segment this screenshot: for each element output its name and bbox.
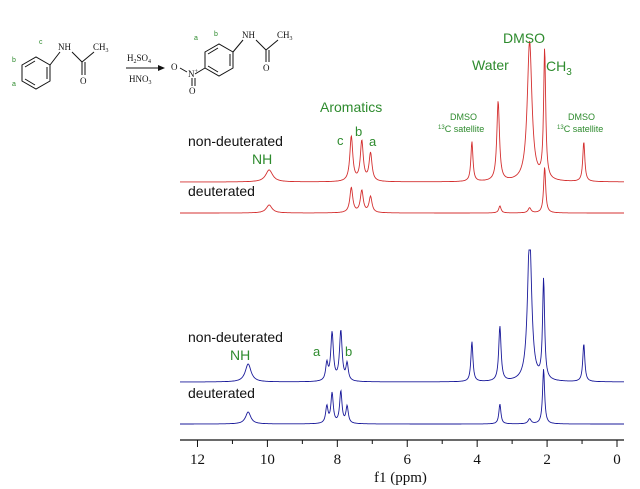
spectrum-acetanilide-deuterated	[180, 167, 624, 214]
reaction-arrow	[126, 65, 165, 71]
reagent-h2so4: H2SO4	[127, 53, 151, 65]
x-tick-label-12: 12	[190, 452, 205, 468]
top-peak-label-dmso-satellite-left: DMSO	[450, 112, 477, 122]
top-trace-label-deuterated: deuterated	[188, 183, 255, 199]
top-peak-label-water: Water	[472, 57, 509, 73]
reagent-hno3: HNO3	[129, 74, 152, 86]
bottom-panel-labels: non-deuterated deuterated NH a b	[188, 329, 352, 401]
product-label-a: a	[194, 35, 198, 42]
product-nh-label: NH	[242, 30, 255, 40]
reactant-label-b: b	[12, 57, 16, 64]
product-label-b: b	[214, 31, 218, 38]
reactant-structure	[21, 51, 95, 90]
product-ch3-label: CH3	[277, 30, 293, 42]
top-peak-label-aromatics: Aromatics	[320, 99, 382, 115]
x-tick-label-4: 4	[473, 452, 481, 468]
top-peak-label-dmso-satellite-right: DMSO	[568, 112, 595, 122]
top-peak-label-c: c	[337, 133, 344, 148]
x-tick-label-0: 0	[613, 452, 621, 468]
spectrum-nitroacetanilide-deuterated	[180, 369, 624, 425]
x-tick-label-2: 2	[543, 452, 551, 468]
top-panel-labels: non-deuterated deuterated NH Aromatics c…	[188, 30, 603, 199]
x-tick-label-10: 10	[260, 452, 275, 468]
reactant-label-a: a	[12, 81, 16, 88]
reactant-o-label: O	[80, 76, 87, 86]
reaction-scheme: NH CH3 O c b a H2SO4 HNO3 NH	[12, 30, 293, 96]
top-peak-label-satellite-right-line2: 13C satellite	[557, 124, 603, 134]
top-peak-label-a: a	[369, 134, 377, 149]
top-peak-label-b: b	[355, 124, 362, 139]
top-peak-label-nh: NH	[252, 151, 272, 167]
x-tick-label-8: 8	[334, 452, 342, 468]
product-o-label: O	[263, 63, 270, 73]
top-peak-label-satellite-left-line2: 13C satellite	[438, 124, 484, 134]
bottom-trace-label-deuterated: deuterated	[188, 385, 255, 401]
bottom-peak-label-nh: NH	[230, 347, 250, 363]
reactant-nh-label: NH	[58, 42, 71, 52]
reactant-label-c: c	[39, 39, 43, 46]
top-peak-label-ch3: CH3	[546, 58, 572, 78]
spectrum-nitroacetanilide-nondeuterated	[180, 249, 624, 383]
top-peak-label-dmso: DMSO	[503, 30, 545, 46]
product-nitro-n: N+	[188, 69, 199, 79]
x-tick-label-6: 6	[403, 452, 411, 468]
bottom-trace-label-nondeuterated: non-deuterated	[188, 329, 283, 345]
bottom-peak-label-b: b	[345, 344, 352, 359]
bottom-peak-label-a: a	[313, 344, 321, 359]
spectrum-acetanilide-nondeuterated	[180, 41, 624, 183]
product-structure	[179, 39, 279, 86]
product-nitro-o: O	[189, 86, 196, 96]
x-axis-title: f1 (ppm)	[374, 470, 427, 486]
reactant-ch3-label: CH3	[93, 42, 109, 54]
top-trace-label-nondeuterated: non-deuterated	[188, 133, 283, 149]
product-nitro-o-minus: O	[171, 62, 178, 72]
spectra-group	[180, 41, 624, 425]
x-axis: 12 10 8 6 4 2 0	[180, 439, 624, 468]
